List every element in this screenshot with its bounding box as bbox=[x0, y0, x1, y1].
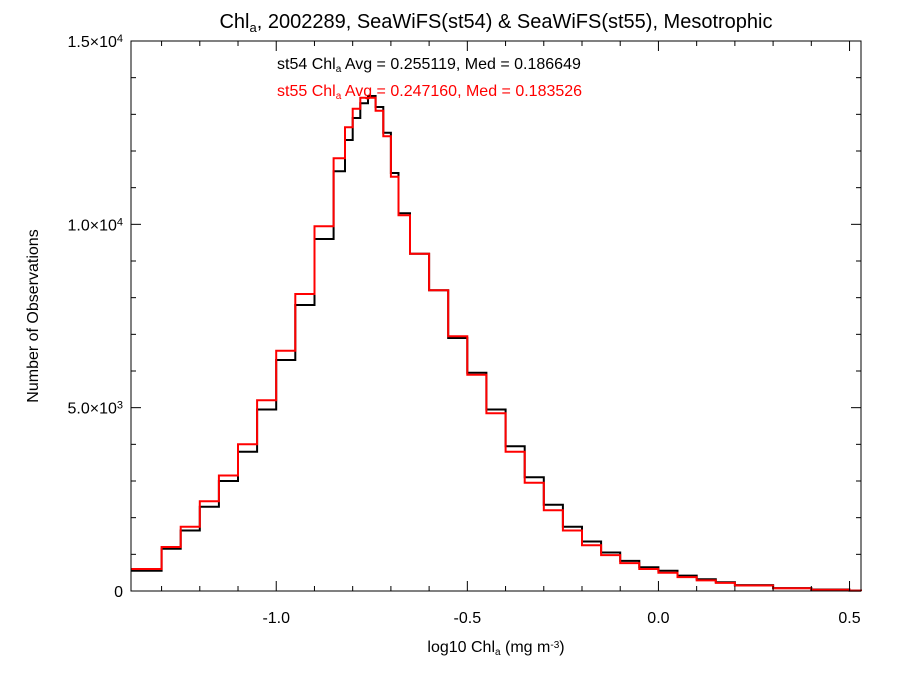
plot-frame bbox=[130, 40, 862, 592]
x-axis-label: log10 Chla (mg m-3) bbox=[427, 639, 564, 658]
y-axis-label: Number of Observations bbox=[25, 229, 42, 402]
plot-area bbox=[131, 95, 862, 592]
y-tick-label: 1.0×104 bbox=[67, 216, 123, 234]
y-tick-label: 5.0×103 bbox=[67, 400, 123, 418]
x-tick-label: 0.5 bbox=[838, 610, 860, 627]
x-tick-label: -1.0 bbox=[262, 610, 290, 627]
x-tick-label: -0.5 bbox=[454, 610, 482, 627]
annotation-stat-1: st54 Chla Avg = 0.255119, Med = 0.186649 bbox=[277, 56, 581, 75]
y-axis-ticks: 0 5.0×103 1.0×104 1.5×104 bbox=[67, 33, 861, 601]
chart-annotations: st54 Chla Avg = 0.255119, Med = 0.186649… bbox=[277, 56, 582, 102]
y-tick-label: 0 bbox=[114, 584, 123, 601]
series-line-2 bbox=[131, 96, 862, 592]
y-tick-label: 1.5×104 bbox=[67, 33, 123, 51]
annotation-stat-2: st55 Chla Avg = 0.247160, Med = 0.183526 bbox=[277, 83, 582, 102]
x-axis-ticks: -1.0 -0.5 0.0 0.5 bbox=[161, 41, 861, 627]
chart-title: Chla, 2002289, SeaWiFS(st54) & SeaWiFS(s… bbox=[219, 11, 772, 35]
x-tick-label: 0.0 bbox=[647, 610, 669, 627]
